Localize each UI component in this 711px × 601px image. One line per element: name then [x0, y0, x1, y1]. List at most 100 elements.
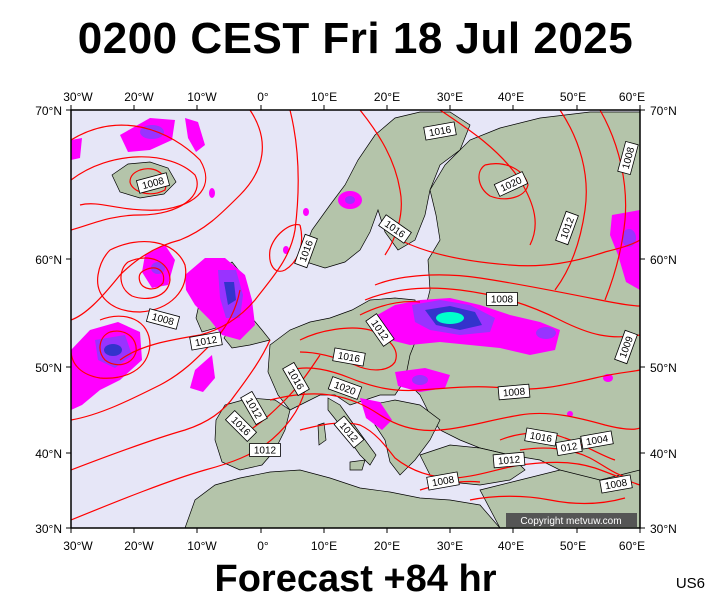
isobar-label: 1016: [423, 121, 457, 141]
isobar-label: 1012: [492, 451, 526, 469]
isobar-label-text: 1016: [428, 125, 452, 140]
isobar-label-box: [617, 140, 639, 176]
lat-label: 50°N: [35, 361, 62, 375]
lon-label: 20°E: [374, 90, 400, 104]
isobar-label-box: [614, 329, 638, 365]
isobar-label-box: [555, 437, 583, 457]
lon-label: 50°E: [560, 539, 586, 553]
isobar-label: 1008: [135, 172, 171, 194]
isobar-line: [359, 300, 421, 316]
isobar-label-box: [599, 474, 633, 494]
lon-label: 30°W: [63, 539, 93, 553]
lon-label: 0°: [257, 90, 269, 104]
precip-area: [185, 118, 205, 152]
page-title: 0200 CEST Fri 18 Jul 2025: [77, 14, 634, 63]
lon-label: 30°E: [437, 539, 463, 553]
isobar-label-box: [423, 121, 457, 141]
lat-label: 70°N: [650, 104, 677, 118]
isobar-label-text: 012: [560, 441, 579, 455]
isobar-label-box: [378, 214, 412, 244]
isobar-line: [71, 289, 241, 421]
isobar-label-box: [492, 451, 526, 469]
isobar-line: [499, 432, 616, 461]
isobar-label-box: [497, 383, 531, 401]
lat-labels-left: 70°N 60°N 50°N 40°N 30°N: [35, 104, 62, 536]
isobar-line: [71, 124, 207, 211]
isobar-line: [289, 367, 640, 392]
isobar-label-text: 1016: [337, 351, 361, 366]
precip-area: [303, 208, 309, 216]
precip-area: [104, 344, 122, 356]
precip-area: [360, 398, 392, 430]
isobar-line: [71, 339, 271, 471]
isobar-label-box: [249, 443, 281, 457]
isobar-label: 1008: [497, 383, 531, 401]
isobar-label: 1004: [580, 430, 614, 450]
isobar-label: 1008: [599, 474, 633, 494]
isobar-line: [71, 110, 263, 321]
lon-label: 60°E: [619, 539, 645, 553]
lon-label: 40°E: [498, 539, 524, 553]
lon-labels-bottom: 30°W 20°W 10°W 0° 10°E 20°E 30°E 40°E 50…: [63, 539, 645, 553]
lat-label: 60°N: [650, 253, 677, 267]
precip-area: [71, 138, 82, 160]
precipitation-layer: [71, 118, 640, 430]
precip-area: [224, 282, 236, 305]
isobar-line: [99, 330, 137, 366]
precip-area: [610, 210, 640, 290]
isobar-label: 1008: [426, 471, 460, 491]
lon-label: 20°W: [124, 539, 154, 553]
isobar-label-box: [333, 415, 365, 449]
lon-label: 30°W: [63, 90, 93, 104]
isobar-line: [469, 495, 626, 505]
lat-label: 40°N: [35, 447, 62, 461]
lat-label: 70°N: [35, 104, 62, 118]
isobar-label-box: [135, 172, 171, 194]
isobar-label: 1016: [524, 427, 558, 447]
lon-label: 50°E: [560, 90, 586, 104]
isobar-line: [359, 110, 402, 256]
isobar-line: [519, 447, 631, 479]
copyright-box: [506, 513, 637, 527]
copyright-text: Copyright metvuw.com: [520, 516, 621, 527]
isobar-label-text: 1012: [498, 455, 522, 468]
lon-labels-top: 30°W 20°W 10°W 0° 10°E 20°E 30°E 40°E 50…: [63, 90, 645, 104]
isobar-label-box: [580, 430, 614, 450]
tick-marks-bottom: [70, 528, 641, 533]
forecast-hour: Forecast +84 hr: [214, 558, 497, 600]
lon-label: 20°W: [124, 90, 154, 104]
land-north-africa: [184, 469, 501, 528]
isobar-label: 1012: [249, 443, 281, 457]
isobar-label-text: 1008: [503, 387, 527, 400]
isobar-label-text: 1012: [194, 335, 218, 350]
lon-label: 60°E: [619, 90, 645, 104]
precip-area: [283, 246, 289, 254]
lat-label: 40°N: [650, 447, 677, 461]
isobar-label-box: [282, 361, 310, 397]
isobar-label-box: [524, 427, 558, 447]
precip-area: [567, 411, 573, 417]
lat-label: 30°N: [35, 522, 62, 536]
lon-label: 10°W: [187, 539, 217, 553]
lon-label: 20°E: [374, 539, 400, 553]
isobar-label-box: [332, 347, 366, 367]
precip-area: [190, 355, 215, 392]
isobar-line: [71, 156, 198, 231]
region-code: US6: [675, 575, 705, 592]
lat-label: 60°N: [35, 253, 62, 267]
isobar-label-text: 1012: [254, 446, 277, 457]
tick-marks-top: [70, 105, 641, 110]
lat-label: 30°N: [650, 522, 677, 536]
lon-label: 0°: [257, 539, 269, 553]
tick-marks-left: [66, 109, 71, 529]
axis-ticks: [66, 105, 645, 533]
precip-area: [345, 196, 355, 204]
isobar-label: 1008: [617, 140, 639, 176]
isobar-label-text: 1004: [585, 434, 609, 449]
lon-label: 10°E: [311, 90, 337, 104]
isobar-line: [269, 393, 640, 432]
lon-label: 10°E: [311, 539, 337, 553]
lon-label: 40°E: [498, 90, 524, 104]
isobar-label-box: [555, 210, 579, 246]
